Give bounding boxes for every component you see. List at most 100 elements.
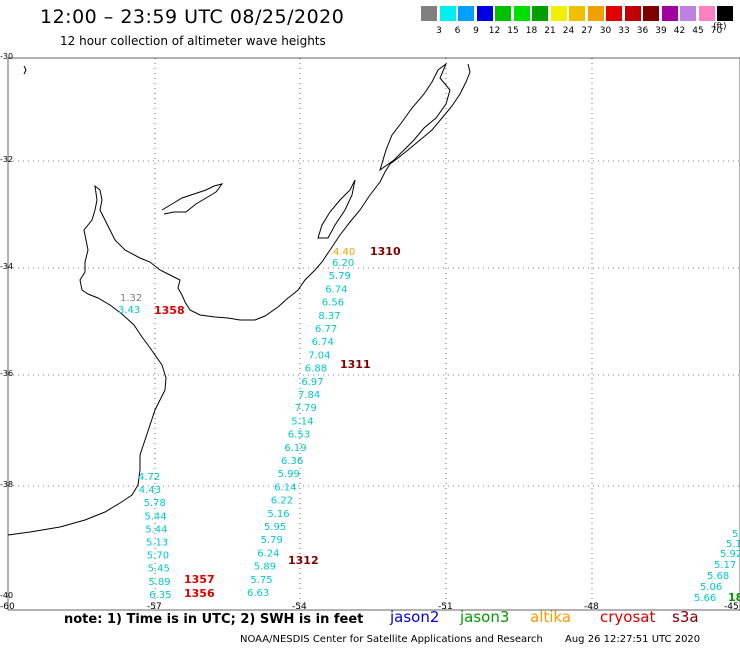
wave-height-value: 4.40: [333, 247, 355, 258]
wave-height-value: 5.13: [146, 538, 168, 549]
map-subtitle: 12 hour collection of altimeter wave hei…: [60, 34, 326, 48]
longitude-label: -48: [584, 602, 599, 612]
wave-height-value: 5.92: [720, 549, 740, 560]
longitude-label: -60: [0, 602, 15, 612]
scale-swatch: [513, 6, 530, 21]
pass-time-label: 1310: [370, 245, 401, 258]
wave-height-value: 5.14: [291, 416, 313, 427]
latitude-label: -30: [0, 52, 14, 61]
scale-unit: (ft): [713, 22, 727, 32]
wave-height-value: 7.84: [298, 390, 320, 401]
wave-height-value: 6.56: [322, 298, 344, 309]
island-marker: [23, 65, 27, 75]
wave-height-value: 5.68: [707, 571, 729, 582]
scale-swatch: [550, 6, 567, 21]
wave-height-value: 5.89: [148, 577, 170, 588]
wave-height-value: 5.: [732, 529, 740, 540]
scale-label: 39: [655, 26, 667, 36]
pass-time-label: 1311: [340, 358, 371, 371]
wave-height-value: 5.79: [261, 535, 283, 546]
wave-height-value: 6.22: [271, 496, 293, 507]
latitude-label: -36: [0, 369, 14, 378]
wave-map: 4.406.20 5.79 6.74 6.56 8.37 6.77 6.74 7.04 6.88…: [7, 57, 740, 611]
scale-swatch: [717, 6, 733, 21]
scale-swatch: [495, 6, 511, 21]
wave-height-value: 5.70: [147, 551, 169, 562]
latitude-label: -32: [0, 155, 14, 164]
wave-height-value: 6.74: [325, 284, 347, 295]
longitude-label: -57: [147, 602, 162, 612]
latitude-label: -40: [0, 591, 14, 600]
scale-swatch: [587, 6, 604, 21]
scale-swatch: [421, 6, 437, 21]
scale-label: 3: [436, 26, 442, 36]
wave-height-value: 7.79: [295, 403, 317, 414]
wave-height-value: 5.1: [726, 539, 740, 550]
wave-height-value: 5.79: [329, 271, 351, 282]
scale-label: 9: [473, 26, 479, 36]
longitude-label: -51: [438, 602, 453, 612]
scale-swatch: [476, 6, 493, 21]
wave-height-value: 5.45: [148, 564, 170, 575]
satellite-jason3: jason3: [460, 608, 510, 626]
scale-label: 33: [618, 26, 630, 36]
wave-height-value: 6.19: [284, 443, 306, 454]
wave-height-value: 5.44: [145, 524, 167, 535]
wave-height-value: 5.89: [254, 562, 276, 573]
scale-swatch: [532, 6, 548, 21]
scale-swatch: [680, 6, 696, 21]
scale-label: 45: [692, 26, 704, 36]
latitude-label: -34: [0, 262, 14, 271]
pass-time-label: 1358: [154, 304, 185, 317]
wave-height-value: 4.72: [138, 472, 160, 483]
note-text: note: 1) Time is in UTC; 2) SWH is in fe…: [64, 612, 364, 627]
wave-height-value: 6.14: [274, 482, 296, 493]
map-frame: [7, 57, 740, 611]
scale-label: 12: [488, 26, 501, 36]
scale-swatch: [643, 6, 659, 21]
wave-height-value: 3.43: [118, 305, 140, 316]
scale-swatch: [439, 6, 456, 21]
scale-label: 36: [636, 26, 649, 36]
wave-height-value: 5.99: [278, 469, 300, 480]
wave-height-value: 6.88: [305, 364, 327, 375]
wave-height-value: 6.63: [247, 588, 269, 599]
scale-label: 15: [507, 26, 519, 36]
wave-height-value: 5.16: [267, 509, 289, 520]
scale-swatch: [661, 6, 678, 21]
wave-height-value: 4.43: [139, 485, 161, 496]
scale-swatch: [698, 6, 715, 21]
wave-height-value: 5.17: [714, 560, 736, 571]
map-grid: [8, 58, 740, 610]
wave-height-value: 5.75: [250, 575, 272, 586]
wave-height-value: 6.24: [257, 548, 279, 559]
wave-height-value: 5.78: [144, 498, 166, 509]
scale-label: 18: [525, 26, 538, 36]
pass-time-label: 1356: [184, 587, 215, 600]
coastline: [7, 63, 471, 536]
pass-time-label: 1357: [184, 573, 215, 586]
wave-height-value: 6.35: [149, 590, 171, 601]
wave-height-value: 7.04: [308, 350, 330, 361]
lagoon-outline: [317, 179, 356, 239]
wave-height-value: 6.20: [332, 258, 354, 269]
longitude-label: -45: [724, 602, 739, 612]
wave-height-value: 6.74: [312, 337, 334, 348]
scale-label: 70: [710, 26, 723, 36]
longitude-label: -54: [292, 602, 307, 612]
scale-swatch: [458, 6, 474, 21]
scale-swatch: [606, 6, 622, 21]
scale-label: 42: [673, 26, 686, 36]
satellite-jason2: jason2: [390, 608, 440, 626]
wave-height-value: 8.37: [318, 311, 340, 322]
wave-height-value: 5.66: [694, 593, 716, 604]
latitude-label: -38: [0, 480, 14, 489]
wave-height-value: 5.06: [700, 582, 722, 593]
wave-height-value: 5.95: [264, 522, 286, 533]
satellite-altika: altika: [530, 608, 572, 626]
scale-swatch: [624, 6, 641, 21]
wave-height-value: 1.32: [120, 293, 142, 304]
altimeter-tracks: 4.406.20 5.79 6.74 6.56 8.37 6.77 6.74 7.04 6.88…: [118, 245, 740, 604]
scale-label: 24: [562, 26, 575, 36]
map-title: 12:00 – 23:59 UTC 08/25/2020: [40, 6, 345, 28]
